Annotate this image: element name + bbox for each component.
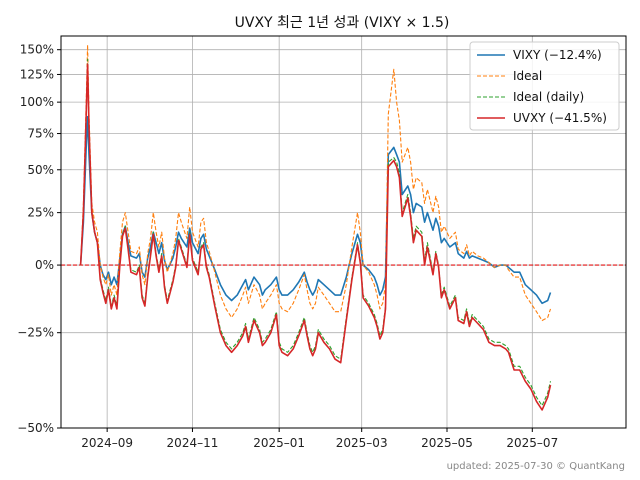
y-tick-label: 50% xyxy=(27,163,54,177)
plot-frame xyxy=(60,35,627,429)
y-axis: 150% 125% 100% 75% 50% 25% 0% −25% −50% xyxy=(17,43,61,435)
series-line xyxy=(80,58,552,407)
legend-box xyxy=(469,41,620,131)
x-axis: 2024–09 2024–11 2025–01 2025–03 2025–05 2025–… xyxy=(81,428,558,450)
chart-title: UVXY 최근 1년 성과 (VIXY × 1.5) xyxy=(235,15,450,31)
x-tick-label: 2025–01 xyxy=(253,436,305,450)
series-line xyxy=(80,44,552,322)
x-tick-label: 2025–05 xyxy=(421,436,473,450)
series-layer xyxy=(79,44,552,411)
series-line xyxy=(79,115,552,305)
x-tick-label: 2024–11 xyxy=(167,436,219,450)
y-tick-label: 75% xyxy=(27,127,54,141)
y-tick-label: 150% xyxy=(20,43,54,57)
legend: VIXY (−12.4%) Ideal Ideal (daily) UVXY (−41… xyxy=(469,41,620,131)
y-tick-label: −50% xyxy=(17,421,54,435)
legend-label: VIXY (−12.4%) xyxy=(513,48,602,62)
series-line xyxy=(79,63,552,411)
y-tick-label: 25% xyxy=(27,206,54,220)
footer-credit: updated: 2025-07-30 © QuantKang xyxy=(447,461,625,472)
x-tick-label: 2025–03 xyxy=(336,436,388,450)
legend-label: Ideal xyxy=(513,69,542,83)
y-tick-label: 125% xyxy=(20,67,54,81)
y-tick-label: 100% xyxy=(20,95,54,109)
y-tick-label: 0% xyxy=(35,258,54,272)
y-tick-label: −25% xyxy=(17,326,54,340)
grid xyxy=(61,36,626,429)
x-tick-label: 2025–07 xyxy=(506,436,558,450)
legend-label: Ideal (daily) xyxy=(513,90,584,104)
legend-label: UVXY (−41.5%) xyxy=(513,111,607,125)
x-tick-label: 2024–09 xyxy=(81,436,133,450)
